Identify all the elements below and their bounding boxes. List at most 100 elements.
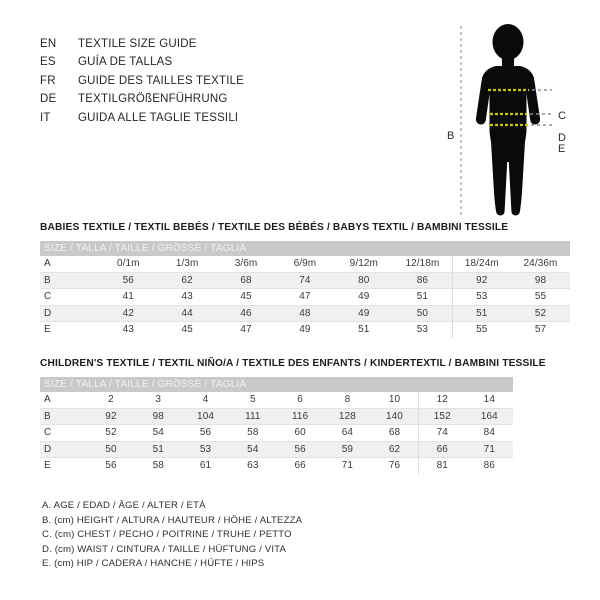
measurement-legend: A. AGE / EDAD / ÂGE / ALTER / ETÀ B. (cm)… (42, 500, 302, 573)
table-cell: 59 (323, 440, 372, 458)
row-key: D (40, 304, 99, 322)
table-cell: 41 (98, 288, 158, 305)
table-cell: 53 (393, 321, 453, 338)
table-cell: 4 (202, 394, 209, 406)
table-cell: 92 (451, 271, 511, 289)
size-header-label: SIZE / TALLA / TAILLE / GRÖSSE / TAGLIA (40, 241, 570, 256)
table-cell: 71 (323, 457, 372, 474)
table-cell: 56 (98, 271, 158, 289)
row-key: B (40, 407, 88, 425)
language-row: ES GUÍA DE TALLAS (40, 56, 370, 74)
table-cell: 6 (297, 394, 303, 406)
table-cell: 60 (276, 424, 324, 441)
language-code: IT (40, 111, 51, 124)
language-title: TEXTILE SIZE GUIDE (78, 38, 197, 50)
table-row: D 42 44 46 48 49 50 51 52 (40, 304, 570, 322)
row-key: E (40, 457, 88, 474)
table-row: A 0/1m 1/3m 3/6m 6/9m 9/12m 12/18m 18/24m 24/36m (40, 256, 570, 272)
table-cell: 6/9m (293, 258, 317, 270)
babies-table-title: BABIES TEXTILE / TEXTIL BEBÉS / TEXTILE … (40, 222, 509, 233)
table-cell: 152 (417, 407, 466, 425)
legend-item: B. (cm) HEIGHT / ALTURA / HAUTEUR / HÖHE… (42, 514, 303, 526)
table-cell: 54 (134, 424, 182, 441)
children-table-title: CHILDREN'S TEXTILE / TEXTIL NIÑO/A / TEX… (40, 358, 546, 369)
table-cell: 42 (98, 304, 158, 322)
row-key: C (40, 424, 88, 441)
table-cell: 53 (181, 440, 230, 458)
language-row: DE TEXTILGRÖßENFÜHRUNG (40, 93, 370, 111)
table-cell: 116 (276, 407, 324, 425)
table-cell: 74 (417, 424, 466, 441)
table-cell: 56 (181, 424, 230, 441)
size-header-row: SIZE / TALLA / TAILLE / GRÖSSE / TAGLIA (40, 377, 513, 392)
body-measurement-figure: B C D E (432, 22, 592, 222)
table-cell: 49 (275, 321, 335, 338)
table-cell: 12 (417, 392, 466, 408)
table-cell: 47 (275, 288, 335, 305)
language-title: GUIDE DES TAILLES TEXTILE (78, 74, 245, 87)
figure-label-waist: D (558, 132, 566, 144)
table-cell: 55 (511, 288, 570, 305)
table-cell: 3/6m (234, 258, 258, 270)
table-cell: 63 (229, 457, 277, 474)
table-cell: 57 (511, 321, 570, 338)
table-cell: 55 (451, 321, 511, 338)
table-cell: 5 (250, 394, 256, 406)
babies-size-section: BABIES TEXTILE / TEXTIL BEBÉS / TEXTILE … (40, 222, 570, 338)
table-row: B 92 98 104 111 116 128 140 152 164 (40, 407, 513, 425)
table-cell: 45 (216, 288, 276, 305)
table-cell: 140 (371, 407, 419, 425)
table-cell: 92 (87, 407, 135, 425)
table-cell: 76 (371, 457, 419, 474)
table-cell: 47 (216, 321, 276, 338)
table-cell: 61 (181, 457, 230, 474)
legend-item: E. (cm) HIP / CADERA / HANCHE / HÜFTE / … (42, 558, 265, 570)
table-cell: 50 (87, 440, 135, 458)
table-cell: 2 (108, 394, 114, 406)
figure-svg (460, 24, 552, 218)
language-row: EN TEXTILE SIZE GUIDE (40, 38, 370, 56)
table-row: B 56 62 68 74 80 86 92 98 (40, 271, 570, 289)
table-row: E 56 58 61 63 66 71 76 81 86 (40, 457, 513, 474)
language-heading-block: EN TEXTILE SIZE GUIDE ES GUÍA DE TALLAS FR GU… (40, 38, 370, 130)
language-title: TEXTILGRÖßENFÜHRUNG (78, 93, 228, 106)
table-cell: 62 (371, 440, 419, 458)
table-cell: 81 (417, 457, 466, 474)
table-cell: 49 (334, 288, 394, 305)
language-code: ES (40, 56, 56, 69)
children-size-table: SIZE / TALLA / TAILLE / GRÖSSE / TAGLIA A… (40, 377, 513, 474)
table-cell: 98 (134, 407, 182, 425)
legend-item: C. (cm) CHEST / PECHO / POITRINE / TRUHE… (42, 529, 292, 541)
figure-label-height: B (447, 130, 455, 142)
table-cell: 51 (451, 304, 511, 322)
table-cell: 128 (323, 407, 372, 425)
table-cell: 64 (323, 424, 372, 441)
table-cell: 52 (87, 424, 135, 441)
table-cell: 62 (157, 271, 217, 289)
language-title: GUÍA DE TALLAS (78, 56, 173, 69)
table-cell: 56 (276, 440, 324, 458)
table-cell: 1/3m (175, 258, 199, 270)
row-key: E (40, 321, 99, 338)
table-cell: 51 (134, 440, 182, 458)
row-key: B (40, 271, 99, 289)
table-cell: 48 (275, 304, 335, 322)
figure-label-hip: E (558, 143, 566, 155)
table-cell: 51 (393, 288, 453, 305)
table-cell: 68 (216, 271, 276, 289)
table-cell: 51 (334, 321, 394, 338)
table-row: D 50 51 53 54 56 59 62 66 71 (40, 440, 513, 458)
table-cell: 86 (465, 457, 513, 474)
table-cell: 86 (393, 271, 453, 289)
table-cell: 80 (334, 271, 394, 289)
size-header-label: SIZE / TALLA / TAILLE / GRÖSSE / TAGLIA (40, 377, 513, 392)
figure-label-chest: C (558, 110, 566, 122)
table-cell: 74 (275, 271, 335, 289)
table-cell: 10 (388, 394, 401, 406)
table-cell: 44 (157, 304, 217, 322)
table-cell: 164 (465, 407, 513, 425)
legend-item: D. (cm) WAIST / CINTURA / TAILLE / HÜFTU… (42, 543, 287, 555)
table-cell: 52 (511, 304, 570, 322)
row-key: D (40, 440, 88, 458)
table-cell: 58 (229, 424, 277, 441)
